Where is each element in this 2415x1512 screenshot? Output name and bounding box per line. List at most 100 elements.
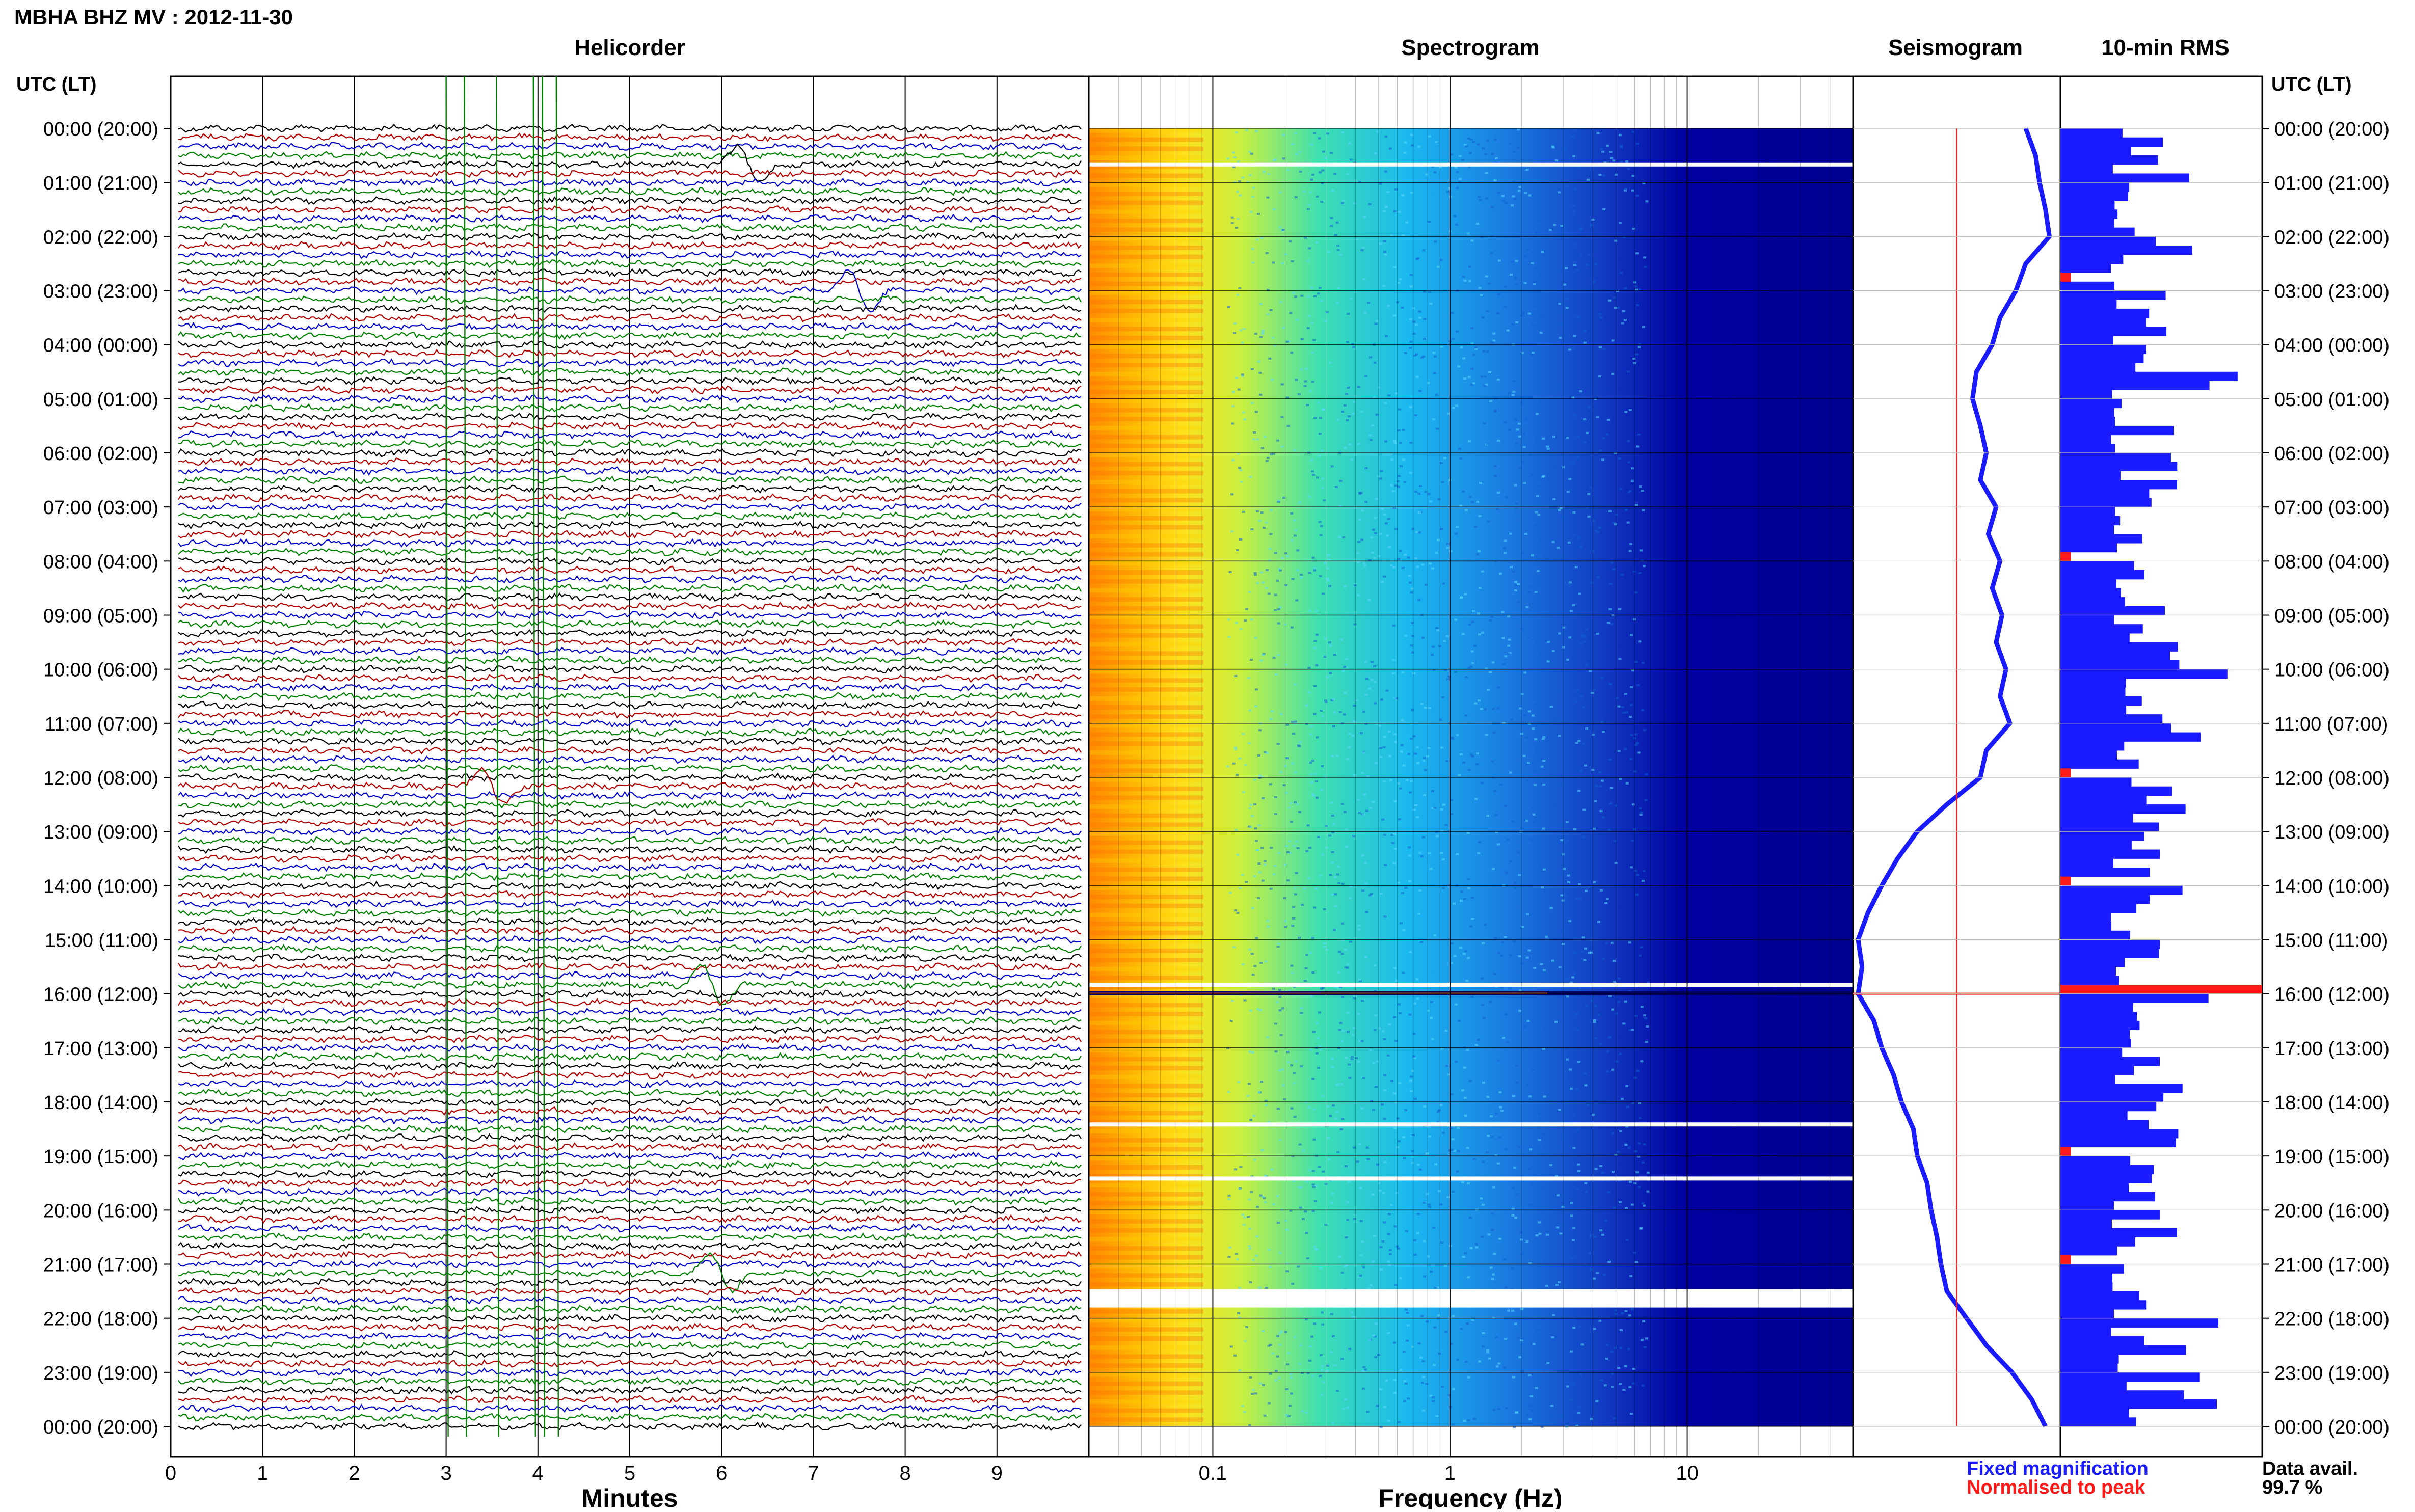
utc-tick-label-left: 14:00 (10:00) [43, 876, 158, 897]
spectrogram-band [1089, 705, 1203, 710]
spectrogram-speckle [1313, 132, 1317, 134]
spectrogram-speckle [1345, 828, 1348, 831]
spectrogram-band [1089, 867, 1203, 872]
spectrogram-speckle [1324, 320, 1327, 322]
spectrogram-speckle [1558, 966, 1562, 968]
spectrogram-band [1089, 813, 1203, 818]
spectrogram-speckle [1542, 475, 1546, 477]
spectrogram-speckle [1632, 570, 1636, 573]
spectrogram-speckle [1569, 1068, 1572, 1071]
rms-bar [2060, 1129, 2179, 1139]
spectrogram-speckle [1378, 1190, 1382, 1192]
spectrogram-speckle [1520, 1253, 1523, 1256]
spectrogram-speckle [1321, 477, 1324, 480]
spectrogram-speckle [1276, 579, 1279, 582]
spectrogram-speckle [1417, 493, 1421, 495]
spectrogram-speckle [1359, 1254, 1363, 1256]
spectrogram-speckle [1393, 733, 1397, 736]
spectrogram-speckle [1311, 351, 1314, 354]
spectrogram-speckle [1366, 775, 1370, 777]
spectrogram-speckle [1629, 543, 1632, 545]
spectrogram-speckle [1375, 413, 1379, 416]
spectrogram-speckle [1544, 1259, 1548, 1261]
spectrogram-speckle [1357, 594, 1360, 597]
spectrogram-speckle [1423, 338, 1426, 340]
spectrogram-gap [1089, 162, 1853, 167]
spectrogram-speckle [1409, 347, 1412, 349]
spectrogram-speckle [1289, 802, 1293, 804]
helicorder-trace [178, 1223, 1082, 1233]
spectrogram-speckle [1248, 1198, 1251, 1201]
spectrogram-speckle [1259, 1009, 1263, 1011]
spectrogram-speckle [1633, 1182, 1637, 1184]
spectrogram-speckle [1474, 798, 1478, 800]
spectrogram-speckle [1263, 171, 1266, 173]
spectrogram-speckle [1596, 531, 1599, 533]
helicorder-trace [178, 629, 1082, 638]
spectrogram-speckle [1533, 784, 1537, 787]
spectrogram-speckle [1412, 320, 1416, 323]
spectrogram-speckle [1262, 653, 1266, 655]
spectrogram-speckle [1310, 995, 1314, 997]
helicorder-trace [178, 213, 1082, 223]
spectrogram-speckle [1539, 332, 1543, 334]
rms-bar [2060, 1354, 2119, 1364]
spectrogram-speckle [1428, 852, 1431, 854]
spectrogram-speckle [1313, 417, 1317, 419]
spectrogram-speckle [1302, 1149, 1305, 1152]
spectrogram-speckle [1600, 148, 1603, 150]
spectrogram-speckle [1634, 1150, 1638, 1152]
spectrogram-speckle [1485, 275, 1488, 278]
spectrogram-speckle [1315, 610, 1319, 612]
spectrogram-speckle [1590, 1418, 1593, 1420]
helicorder-trace [178, 177, 1082, 187]
spectrogram-speckle [1285, 845, 1289, 847]
spectrogram-speckle [1393, 1225, 1397, 1228]
spectrogram-speckle [1546, 388, 1549, 391]
spectrogram-speckle [1410, 644, 1413, 647]
minute-tick-label: 2 [348, 1462, 360, 1484]
spectrogram-speckle [1444, 824, 1448, 826]
spectrogram-speckle [1412, 808, 1416, 811]
spectrogram-speckle [1610, 1351, 1614, 1353]
helicorder-trace [178, 601, 1082, 611]
helicorder-trace [178, 908, 1082, 917]
spectrogram-speckle [1308, 572, 1311, 574]
spectrogram-speckle [1346, 966, 1350, 969]
rms-bar [2060, 858, 2113, 868]
spectrogram-speckle [1401, 234, 1405, 237]
spectrogram-speckle [1256, 1206, 1259, 1208]
rms-bar [2060, 191, 2128, 201]
spectrogram-speckle [1523, 1025, 1527, 1028]
spectrogram-speckle [1588, 886, 1591, 889]
spectrogram-speckle [1573, 534, 1576, 536]
spectrogram-speckle [1374, 1322, 1378, 1325]
spectrogram-speckle [1585, 1005, 1588, 1007]
spectrogram-band [1089, 849, 1203, 854]
spectrogram-speckle [1320, 201, 1324, 203]
spectrogram-speckle [1347, 387, 1350, 389]
spectrogram-speckle [1459, 178, 1462, 180]
helicorder-trace [178, 268, 1082, 277]
spectrogram-speckle [1634, 504, 1638, 506]
spectrogram-speckle [1466, 832, 1470, 834]
spectrogram-gap [1089, 982, 1853, 987]
spectrogram-speckle [1527, 637, 1531, 639]
spectrogram-speckle [1306, 404, 1309, 407]
spectrogram-speckle [1504, 285, 1508, 288]
spectrogram-speckle [1443, 457, 1446, 460]
spectrogram-speckle [1281, 262, 1284, 264]
spectrogram-speckle [1399, 922, 1403, 925]
spectrogram-speckle [1338, 1256, 1341, 1258]
spectrogram-speckle [1422, 759, 1426, 762]
spectrogram-speckle [1582, 706, 1585, 709]
helicorder-trace [178, 124, 1082, 133]
spectrogram-speckle [1566, 978, 1569, 980]
rms-bar [2060, 200, 2115, 210]
spectrogram-speckle [1518, 466, 1522, 469]
spectrogram-speckle [1471, 662, 1475, 664]
helicorder-trace [178, 322, 1082, 332]
spectrogram-speckle [1515, 442, 1519, 445]
spectrogram-speckle [1287, 1415, 1291, 1417]
spectrogram-speckle [1340, 202, 1344, 204]
